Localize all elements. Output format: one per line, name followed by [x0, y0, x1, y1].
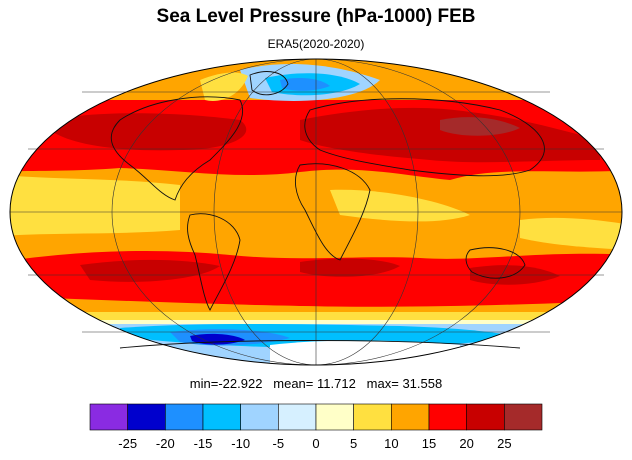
coast-north-america	[110, 96, 244, 201]
coast-australia	[465, 247, 526, 279]
colorbar-swatch	[165, 403, 204, 431]
colorbar-swatch	[391, 403, 430, 431]
max-label: max=	[366, 376, 399, 391]
stats-line: min=-22.922 mean= 11.712 max= 31.558	[0, 376, 632, 391]
north-darkred-2	[300, 107, 600, 163]
min-label: min=	[189, 376, 219, 391]
colorbar-swatch	[278, 403, 317, 431]
tropic-yellow-3	[520, 217, 622, 250]
north-brown-1	[440, 117, 520, 136]
pressure-map	[9, 58, 623, 366]
colorbar-swatch	[315, 403, 354, 431]
arctic-yellow	[200, 72, 248, 101]
colorbar-swatch	[240, 403, 279, 431]
colorbar-swatch	[504, 403, 543, 431]
colorbar-tick-label: 25	[497, 436, 511, 451]
coast-south-america	[187, 213, 241, 311]
south-darkred-1	[80, 259, 220, 282]
colorbar-tick-label: -10	[231, 436, 250, 451]
mean-label: mean=	[273, 376, 314, 391]
colorbar-tick-label: 5	[350, 436, 357, 451]
map-title: Sea Level Pressure (hPa-1000) FEB	[156, 6, 476, 27]
colorbar-tick-label: 10	[384, 436, 398, 451]
map-subtitle: ERA5(2020-2020)	[267, 37, 365, 51]
min-value: -22.922	[218, 376, 263, 391]
tropic-yellow-2	[330, 189, 470, 222]
colorbar-tick-label: 15	[422, 436, 436, 451]
colorbar-tick-label: -25	[118, 436, 137, 451]
globe-outline	[9, 58, 623, 366]
mean-value: 11.712	[317, 376, 356, 391]
max-value: 31.558	[402, 376, 443, 391]
colorbar-tick-label: 0	[312, 436, 319, 451]
south-orange	[10, 296, 622, 315]
coast-eurasia	[304, 98, 545, 177]
tropic-yellow	[10, 175, 180, 236]
colorbar-tick-label: -20	[156, 436, 175, 451]
graticule	[10, 58, 622, 366]
coast-greenland	[249, 71, 289, 96]
colorbar-tick-label: -5	[273, 436, 285, 451]
colorbar-swatch	[127, 403, 166, 431]
colorbar-swatch	[89, 403, 128, 431]
colorbar-tick-label: 20	[459, 436, 473, 451]
colorbar-swatch	[466, 403, 505, 431]
south-darkred-2	[300, 258, 400, 277]
colorbar-swatch	[202, 403, 241, 431]
coast-africa	[294, 163, 371, 261]
colorbar-tick-label: -15	[194, 436, 213, 451]
north-darkred-1	[50, 113, 247, 151]
colorbar-swatch	[353, 403, 392, 431]
arctic-blue	[280, 78, 330, 91]
colorbar-swatch	[428, 403, 467, 431]
